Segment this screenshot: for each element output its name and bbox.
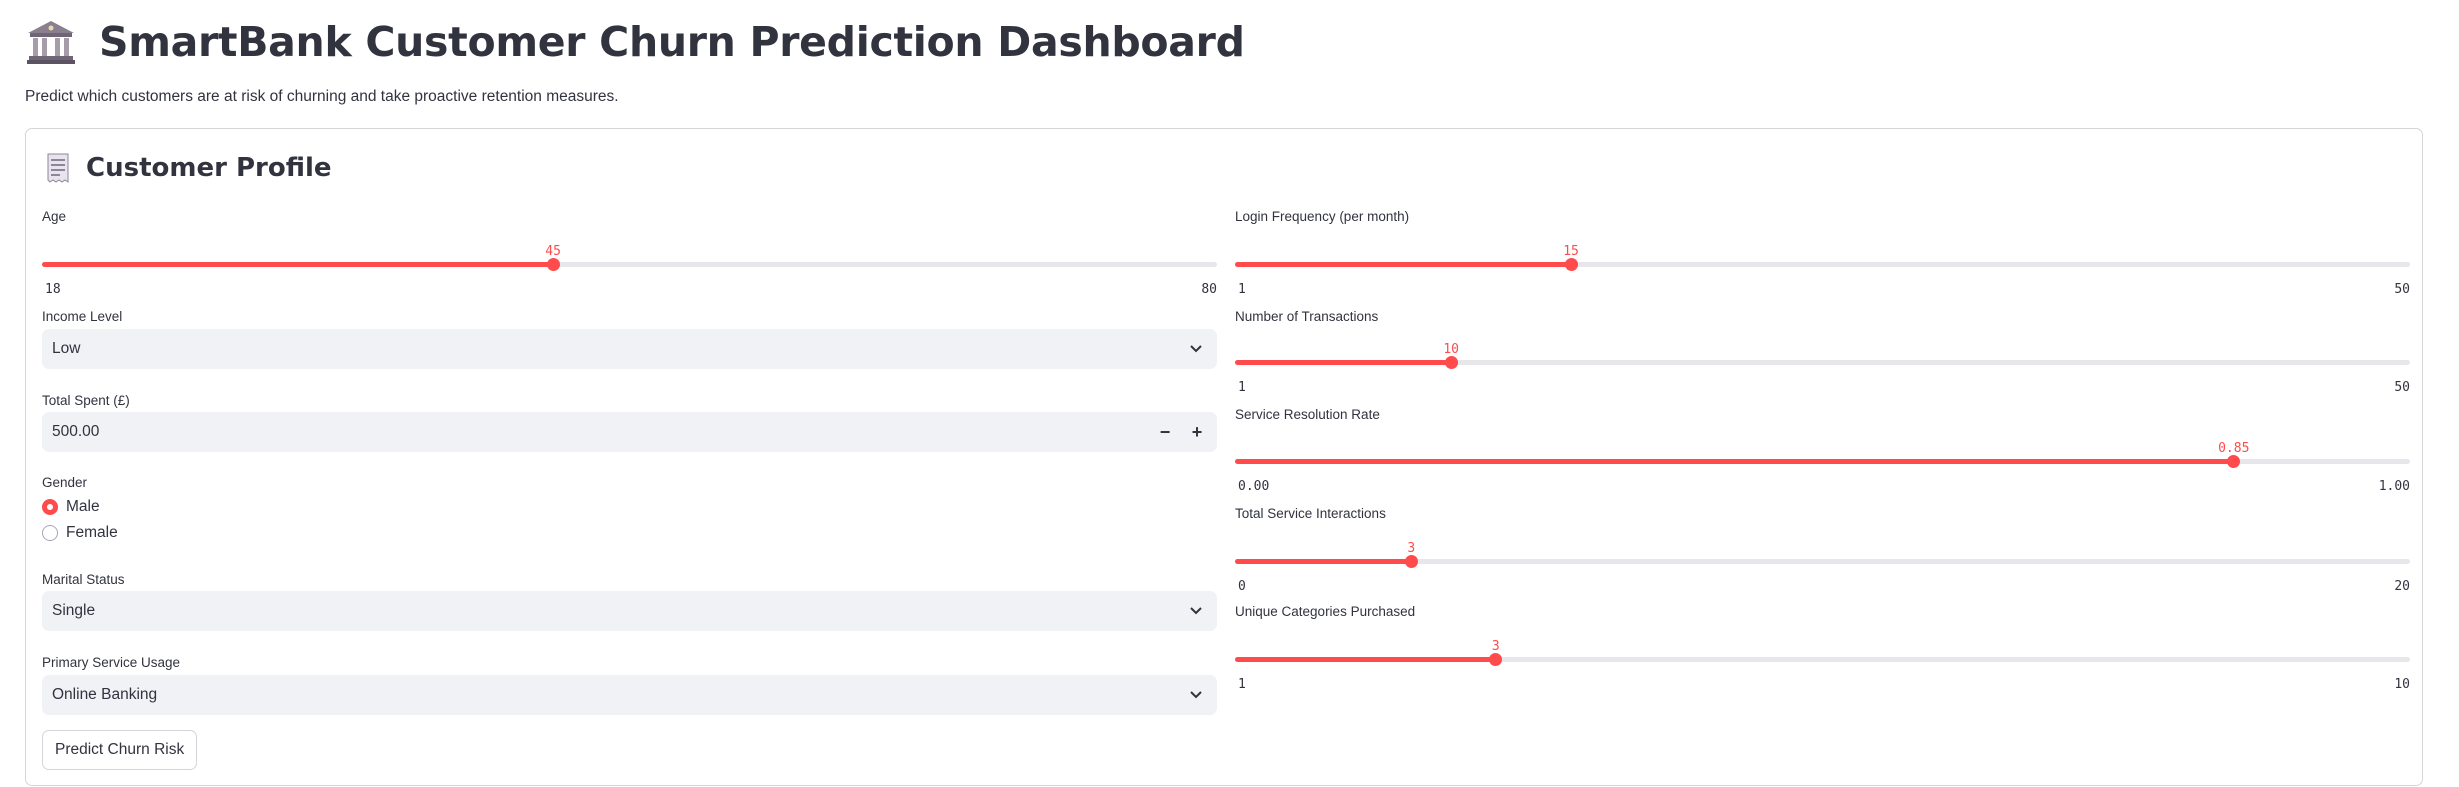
slider-max: 1.00 <box>2378 479 2410 494</box>
chevron-down-icon <box>1190 607 1202 615</box>
slider-max: 10 <box>2394 677 2410 692</box>
unique-categories-label: Unique Categories Purchased <box>1235 604 1416 619</box>
service-resolution-label: Service Resolution Rate <box>1235 407 1380 422</box>
primary-service-select[interactable]: Online Banking <box>42 675 1217 715</box>
receipt-icon <box>46 153 72 183</box>
slider-min: 18 <box>45 282 61 297</box>
slider-max: 50 <box>2394 380 2410 395</box>
slider-track <box>42 262 1217 267</box>
slider-thumb[interactable] <box>1444 356 1458 369</box>
slider-track <box>1235 262 2410 267</box>
login-frequency-label: Login Frequency (per month) <box>1235 209 1410 224</box>
slider-track <box>1235 657 2410 662</box>
marital-status-value: Single <box>52 602 96 619</box>
unique-categories-slider[interactable]: 3 1 10 <box>1235 620 2410 692</box>
slider-min: 0 <box>1238 579 1246 594</box>
radio-option-label: Female <box>66 524 118 541</box>
income-level-label: Income Level <box>42 309 123 324</box>
gender-radio-female[interactable]: Female <box>42 523 118 543</box>
income-level-value: Low <box>52 340 81 357</box>
num-transactions-slider[interactable]: 10 1 50 <box>1235 323 2410 395</box>
predict-churn-button[interactable]: Predict Churn Risk <box>42 730 198 770</box>
total-spent-value: 500.00 <box>52 423 100 440</box>
total-service-interactions-label: Total Service Interactions <box>1235 506 1386 521</box>
slider-min: 0.00 <box>1238 479 1270 494</box>
age-slider[interactable]: 45 18 80 <box>42 225 1217 297</box>
decrement-button[interactable]: − <box>1159 421 1171 442</box>
service-resolution-slider[interactable]: 0.85 0.00 1.00 <box>1235 422 2410 494</box>
slider-max: 20 <box>2394 579 2410 594</box>
gender-radio-male[interactable]: Male <box>42 497 100 517</box>
total-service-interactions-slider[interactable]: 3 0 20 <box>1235 522 2410 594</box>
chevron-down-icon <box>1190 691 1202 699</box>
slider-thumb[interactable] <box>546 258 560 271</box>
slider-min: 1 <box>1238 677 1246 692</box>
slider-thumb[interactable] <box>2227 455 2241 468</box>
slider-value: 15 <box>1563 244 1579 259</box>
slider-max: 50 <box>2394 282 2410 297</box>
slider-value: 0.85 <box>2218 441 2250 456</box>
increment-button[interactable]: + <box>1191 421 1203 442</box>
slider-fill <box>1235 559 1412 564</box>
slider-min: 1 <box>1238 380 1246 395</box>
num-transactions-label: Number of Transactions <box>1235 309 1379 324</box>
section-title: Customer Profile <box>86 153 332 183</box>
primary-service-label: Primary Service Usage <box>42 655 181 670</box>
slider-track <box>1235 559 2410 564</box>
total-spent-label: Total Spent (£) <box>42 393 130 408</box>
chevron-down-icon <box>1190 345 1202 353</box>
slider-fill <box>42 262 554 267</box>
slider-fill <box>1235 459 2234 464</box>
gender-label: Gender <box>42 475 88 490</box>
right-column: Login Frequency (per month) 15 1 50 Numb… <box>1235 129 2410 785</box>
slider-thumb[interactable] <box>1404 555 1418 568</box>
radio-option-label: Male <box>66 498 100 515</box>
radio-selected-icon <box>42 499 58 515</box>
slider-min: 1 <box>1238 282 1246 297</box>
slider-thumb[interactable] <box>1489 653 1503 666</box>
slider-value: 45 <box>545 244 561 259</box>
primary-service-value: Online Banking <box>52 686 158 703</box>
income-level-select[interactable]: Low <box>42 329 1217 369</box>
age-label: Age <box>42 209 67 224</box>
bank-icon <box>25 18 77 66</box>
slider-value: 3 <box>1491 639 1500 654</box>
page-subtitle: Predict which customers are at risk of c… <box>25 88 619 105</box>
slider-thumb[interactable] <box>1564 258 1578 271</box>
section-header: Customer Profile <box>46 149 332 187</box>
customer-profile-form: Customer Profile Age 45 18 80 Income Lev… <box>25 128 2423 786</box>
slider-fill <box>1235 657 1496 662</box>
marital-status-select[interactable]: Single <box>42 591 1217 631</box>
page-title: SmartBank Customer Churn Prediction Dash… <box>99 18 1245 66</box>
page-header: SmartBank Customer Churn Prediction Dash… <box>25 12 1245 72</box>
total-spent-input[interactable]: 500.00 − + <box>42 412 1217 452</box>
slider-value: 10 <box>1443 342 1460 357</box>
slider-value: 3 <box>1407 541 1416 556</box>
slider-track <box>1235 360 2410 365</box>
slider-max: 80 <box>1201 282 1217 297</box>
marital-status-label: Marital Status <box>42 572 125 587</box>
login-frequency-slider[interactable]: 15 1 50 <box>1235 225 2410 297</box>
left-column: Age 45 18 80 Income Level Low Total Spen… <box>42 129 1217 785</box>
radio-unselected-icon <box>42 525 58 541</box>
slider-fill <box>1235 360 1452 365</box>
slider-fill <box>1235 262 1572 267</box>
